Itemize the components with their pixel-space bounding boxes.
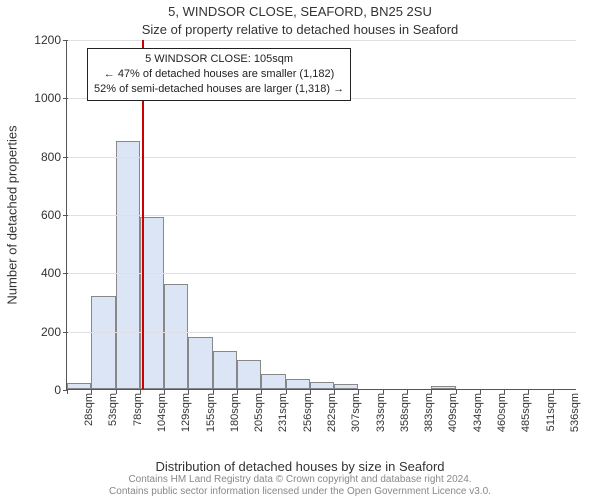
y-tick-label: 1000	[34, 91, 67, 105]
x-tick-label: 256sqm	[302, 393, 314, 432]
chart-subtitle: Size of property relative to detached ho…	[0, 22, 600, 37]
x-tick-label: 409sqm	[447, 393, 459, 432]
bar	[91, 296, 115, 389]
annotation-line: 52% of semi-detached houses are larger (…	[94, 82, 344, 97]
footer-line-1: Contains HM Land Registry data © Crown c…	[0, 474, 600, 486]
bar	[213, 351, 237, 389]
x-tick-label: 28sqm	[83, 393, 95, 426]
x-axis-label: Distribution of detached houses by size …	[0, 459, 600, 474]
x-tick-label: 205sqm	[253, 393, 265, 432]
x-tick-mark	[140, 389, 141, 394]
chart-title: 5, WINDSOR CLOSE, SEAFORD, BN25 2SU	[0, 4, 600, 19]
x-tick-mark	[213, 389, 214, 394]
annotation-line: 5 WINDSOR CLOSE: 105sqm	[94, 52, 344, 67]
annotation-line: ← 47% of detached houses are smaller (1,…	[94, 67, 344, 82]
y-tick-label: 1200	[34, 33, 67, 47]
x-tick-mark	[91, 389, 92, 394]
y-tick-label: 0	[54, 383, 67, 397]
x-tick-label: 282sqm	[326, 393, 338, 432]
x-tick-mark	[237, 389, 238, 394]
bar	[286, 379, 310, 389]
x-tick-mark	[358, 389, 359, 394]
x-tick-mark	[504, 389, 505, 394]
annotation-box: 5 WINDSOR CLOSE: 105sqm← 47% of detached…	[87, 48, 351, 101]
y-axis-label: Number of detached properties	[5, 125, 20, 304]
x-tick-label: 383sqm	[423, 393, 435, 432]
y-tick-label: 600	[41, 208, 67, 222]
x-tick-label: 104sqm	[156, 393, 168, 432]
x-tick-mark	[431, 389, 432, 394]
x-tick-mark	[456, 389, 457, 394]
bar	[237, 360, 261, 389]
x-tick-label: 460sqm	[496, 393, 508, 432]
bar	[188, 337, 212, 390]
x-tick-mark	[261, 389, 262, 394]
x-tick-label: 231sqm	[277, 393, 289, 432]
x-tick-label: 485sqm	[520, 393, 532, 432]
x-tick-label: 511sqm	[545, 393, 557, 431]
x-tick-mark	[164, 389, 165, 394]
bar	[310, 382, 334, 389]
x-tick-label: 180sqm	[229, 393, 241, 432]
plot-area: 02004006008001000120028sqm53sqm78sqm104s…	[66, 40, 576, 390]
x-tick-label: 333sqm	[375, 393, 387, 432]
bar	[164, 284, 188, 389]
x-tick-mark	[116, 389, 117, 394]
x-tick-mark	[528, 389, 529, 394]
x-tick-label: 307sqm	[350, 393, 362, 432]
bar	[67, 383, 91, 389]
x-tick-label: 536sqm	[569, 393, 581, 432]
y-tick-label: 200	[41, 325, 67, 339]
footer: Contains HM Land Registry data © Crown c…	[0, 474, 600, 498]
bar	[261, 374, 285, 389]
x-tick-mark	[67, 389, 68, 394]
x-tick-label: 53sqm	[107, 393, 119, 426]
x-tick-label: 155sqm	[205, 393, 217, 432]
figure: 5, WINDSOR CLOSE, SEAFORD, BN25 2SU Size…	[0, 0, 600, 500]
x-tick-mark	[334, 389, 335, 394]
x-tick-label: 78sqm	[132, 393, 144, 426]
x-tick-label: 358sqm	[399, 393, 411, 432]
bar	[116, 141, 140, 389]
x-tick-mark	[286, 389, 287, 394]
footer-line-2: Contains public sector information licen…	[0, 486, 600, 498]
x-tick-label: 434sqm	[472, 393, 484, 432]
y-tick-label: 800	[41, 150, 67, 164]
x-tick-mark	[383, 389, 384, 394]
bar	[431, 386, 455, 390]
x-tick-mark	[553, 389, 554, 394]
x-tick-mark	[310, 389, 311, 394]
y-tick-label: 400	[41, 266, 67, 280]
x-tick-mark	[407, 389, 408, 394]
x-tick-label: 129sqm	[180, 393, 192, 432]
x-tick-mark	[480, 389, 481, 394]
x-tick-mark	[188, 389, 189, 394]
bar	[334, 384, 358, 389]
